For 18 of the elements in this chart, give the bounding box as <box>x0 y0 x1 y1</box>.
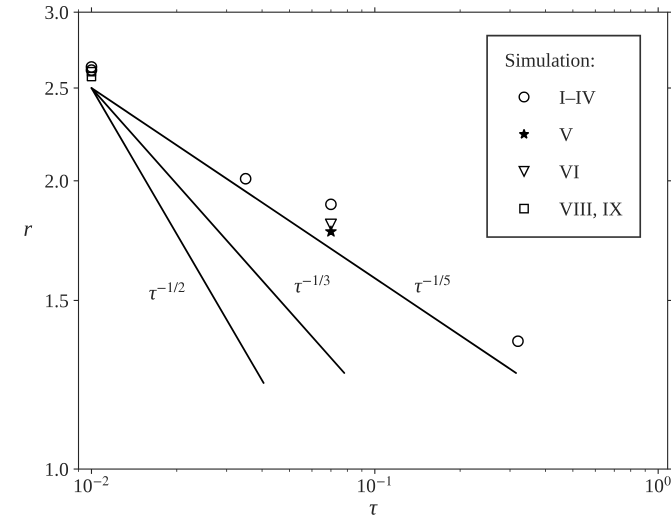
annotation: τ$^{−1/5}$ <box>414 274 450 293</box>
x-axis-title: τ <box>370 504 378 515</box>
legend-label: VI <box>559 165 579 178</box>
legend-title: Simulation: <box>506 53 594 67</box>
annotation: τ$^{−1/2}$ <box>149 282 185 300</box>
x-tick-label: 10$^{−1}$ <box>358 476 391 492</box>
y-tick-label: 2.5 <box>45 82 68 96</box>
y-axis-title: r <box>24 225 32 236</box>
x-tick-label: 10$^{−2}$ <box>74 476 109 492</box>
y-tick-label: 3.0 <box>45 6 68 20</box>
legend-label: I–IV <box>560 91 596 104</box>
x-tick-label: 10$^{0}$ <box>646 476 671 492</box>
y-tick-label: 1.5 <box>46 294 68 308</box>
legend-label: VIII, IX <box>559 202 622 218</box>
legend-label: V <box>559 128 573 142</box>
annotation: τ$^{−1/3}$ <box>294 275 330 293</box>
y-tick-label: 2.0 <box>45 174 68 188</box>
y-tick-label: 1.0 <box>46 462 68 476</box>
